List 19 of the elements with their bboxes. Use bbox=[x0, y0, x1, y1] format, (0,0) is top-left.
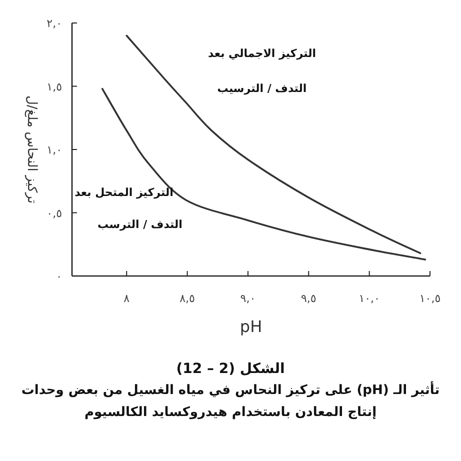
x-tick-label: ٩,٥ bbox=[300, 292, 316, 305]
text: الشكل (2 – 12) bbox=[175, 360, 286, 379]
y-tick-label: ٢,٠ bbox=[46, 17, 62, 30]
y-tick-label: ٠ bbox=[56, 270, 62, 283]
x-tick-label: ٨,٥ bbox=[180, 292, 196, 305]
y-tick-label: ١,٠ bbox=[46, 144, 62, 156]
x-tick-label: ٨ bbox=[124, 292, 130, 305]
y-tick-label: ١,٥ bbox=[46, 80, 62, 94]
y-tick-label: ٠,٥ bbox=[46, 206, 62, 220]
annotation: التدف / الترسب bbox=[98, 218, 182, 231]
y-axis-title: تركيز النحاس ملغ/ل bbox=[24, 95, 39, 204]
annotation: التركيز المتحل بعد bbox=[74, 186, 174, 199]
annotation: التدف / الترسيب bbox=[217, 82, 307, 95]
x-tick-label: ١٠,٠ bbox=[358, 292, 380, 305]
annotation: التركيز الاجمالي بعد bbox=[208, 47, 316, 60]
x-axis-title: pH bbox=[240, 317, 262, 336]
text: تأثير الـ (pH) على تركيز النحاس في مياه الغسيل من بعض وحدات إنتاج المعادن باستخدام هيدروكسايد الكالسيوم bbox=[20, 380, 441, 422]
x-tick-label: ٩,٠ bbox=[240, 292, 256, 305]
x-tick-label: ١٠,٥ bbox=[419, 292, 441, 305]
